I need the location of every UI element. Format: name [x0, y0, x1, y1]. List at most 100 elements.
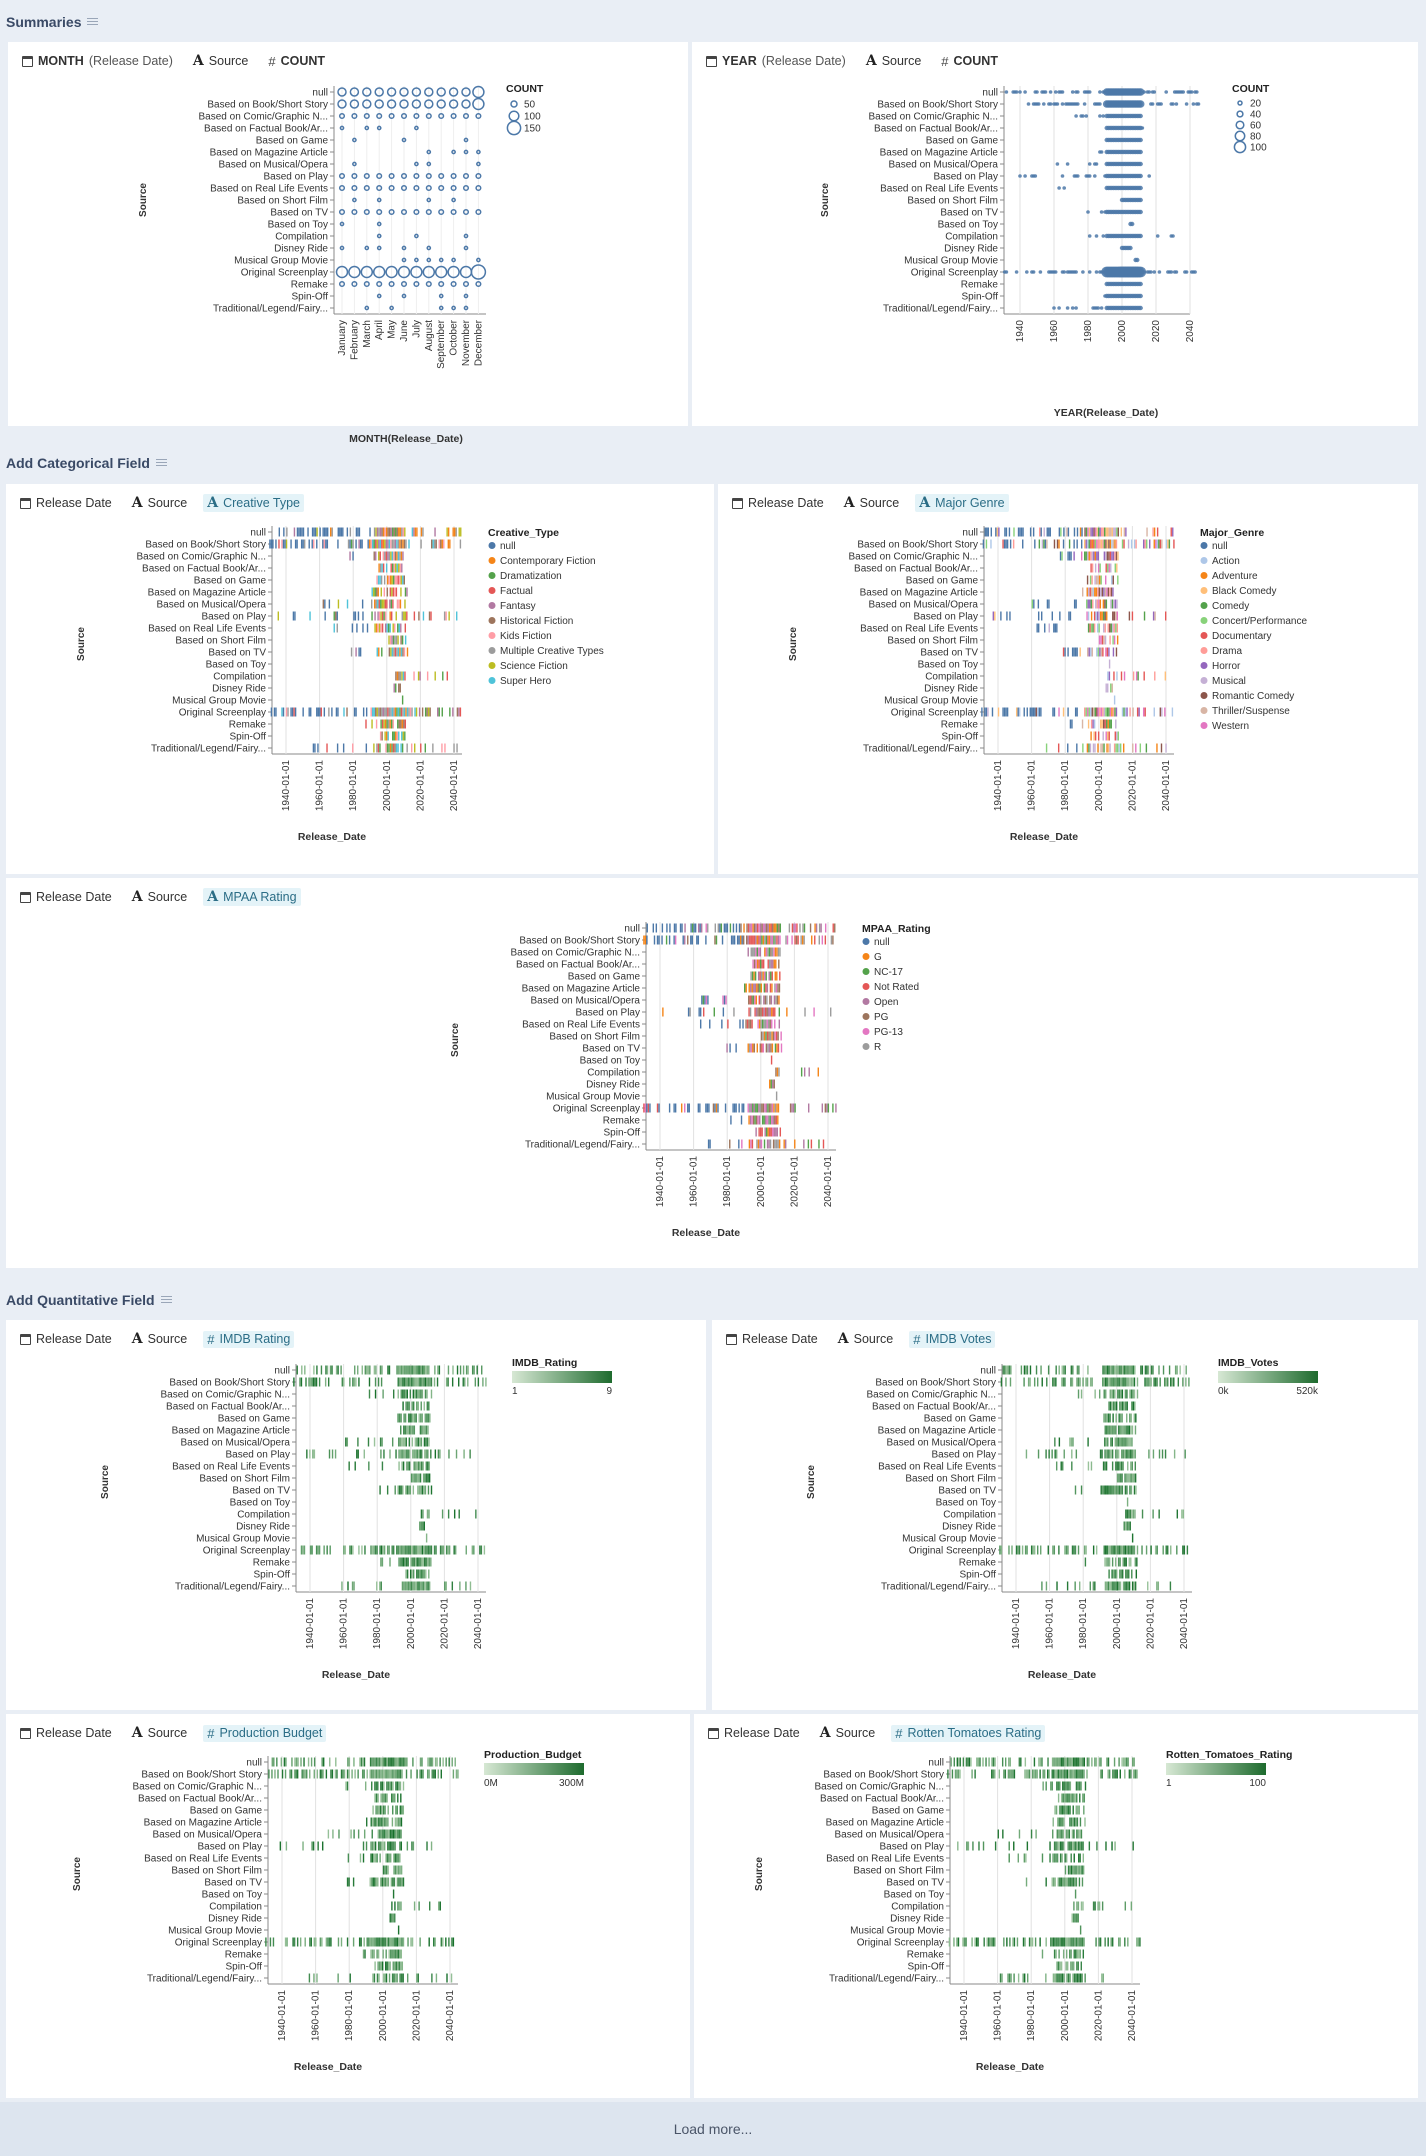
count-bubble	[476, 257, 481, 263]
release-tick	[374, 1961, 376, 1971]
load-more-button[interactable]: Load more...	[0, 2102, 1426, 2156]
color-encoding-pill[interactable]: # IMDB Rating	[203, 1330, 295, 1348]
release-tick	[389, 719, 391, 729]
release-tick	[1111, 1461, 1114, 1471]
release-tick	[1097, 563, 1100, 573]
release-tick	[422, 1569, 424, 1579]
color-encoding-pill[interactable]: # Rotten Tomatoes Rating	[891, 1724, 1046, 1742]
release-tick	[330, 1769, 332, 1779]
release-tick	[1125, 1757, 1128, 1767]
release-tick	[407, 1937, 409, 1947]
y-tick-label: Based on Magazine Article	[148, 588, 267, 599]
x-encoding-pill[interactable]: MONTH (Release Date)	[18, 53, 177, 69]
release-tick	[377, 1841, 380, 1851]
release-tick	[268, 1769, 270, 1779]
release-tick	[1130, 1389, 1133, 1399]
release-tick	[390, 1781, 393, 1791]
release-tick	[439, 1545, 442, 1555]
release-tick	[1075, 1781, 1078, 1791]
release-tick	[375, 539, 377, 549]
release-tick	[1118, 1485, 1121, 1495]
release-tick	[1098, 599, 1100, 609]
release-tick	[386, 587, 389, 597]
release-tick	[388, 743, 390, 753]
release-tick	[1081, 1841, 1083, 1851]
count-bubble	[1035, 90, 1039, 94]
y-tick-label: Traditional/Legend/Fairy...	[863, 744, 978, 755]
release-tick	[821, 1103, 824, 1113]
release-tick	[644, 935, 647, 945]
x-encoding-pill[interactable]: Release Date	[16, 1725, 116, 1741]
size-encoding-pill[interactable]: # COUNT	[937, 53, 1002, 70]
legend-size-symbol	[1237, 100, 1243, 106]
color-encoding-pill[interactable]: A Major Genre	[915, 494, 1009, 512]
release-tick	[312, 1377, 315, 1387]
x-tick-label: 1960	[1049, 320, 1060, 343]
drag-handle-icon[interactable]	[87, 18, 99, 26]
release-tick	[302, 1841, 304, 1851]
release-tick	[411, 1449, 414, 1459]
release-tick	[1083, 1793, 1086, 1803]
release-tick	[1064, 1365, 1066, 1375]
x-encoding-pill[interactable]: Release Date	[16, 495, 116, 511]
release-tick	[1133, 1757, 1135, 1767]
y-encoding-pill[interactable]: A Source	[834, 1330, 897, 1348]
legend-size-symbol	[1234, 130, 1246, 142]
y-encoding-pill[interactable]: A Source	[189, 52, 252, 70]
x-encoding-pill[interactable]: Release Date	[16, 1331, 116, 1347]
x-encoding-pill[interactable]: YEAR (Release Date)	[702, 53, 850, 69]
release-tick	[1128, 1437, 1130, 1447]
release-tick	[1169, 1581, 1172, 1591]
release-tick	[691, 923, 694, 933]
x-encoding-pill[interactable]: Release Date	[704, 1725, 804, 1741]
release-tick	[309, 1377, 312, 1387]
release-tick	[406, 1401, 409, 1411]
color-encoding-pill[interactable]: # Production Budget	[203, 1724, 327, 1742]
release-tick	[982, 539, 985, 549]
release-tick	[346, 527, 349, 537]
count-bubble	[1093, 174, 1097, 178]
release-tick	[1089, 743, 1092, 753]
y-encoding-pill[interactable]: A Source	[128, 1724, 191, 1742]
release-tick	[1122, 1425, 1125, 1435]
release-tick	[1058, 527, 1061, 537]
release-tick	[343, 707, 345, 717]
release-tick	[1033, 1377, 1036, 1387]
color-encoding-pill[interactable]: A Creative Type	[203, 494, 305, 512]
release-tick	[424, 1449, 426, 1459]
y-encoding-pill[interactable]: A Source	[128, 1330, 191, 1348]
x-encoding-pill[interactable]: Release Date	[722, 1331, 822, 1347]
release-tick	[378, 539, 380, 549]
y-tick-label: Based on Game	[924, 1414, 997, 1425]
y-encoding-pill[interactable]: A Source	[816, 1724, 879, 1742]
legend-label: Not Rated	[874, 982, 919, 993]
release-tick	[767, 1127, 769, 1137]
y-encoding-pill[interactable]: A Source	[128, 494, 191, 512]
release-tick	[1188, 1377, 1190, 1387]
release-tick	[404, 635, 407, 645]
x-encoding-pill[interactable]: Release Date	[16, 889, 116, 905]
release-tick	[383, 1449, 385, 1459]
x-encoding-pill[interactable]: Release Date	[728, 495, 828, 511]
drag-handle-icon[interactable]	[155, 459, 167, 467]
x-tick-label: 2040	[1185, 320, 1196, 343]
release-tick	[1128, 1569, 1130, 1579]
y-encoding-pill[interactable]: A Source	[862, 52, 925, 70]
drag-handle-icon[interactable]	[160, 1296, 172, 1304]
release-tick	[430, 1449, 432, 1459]
y-encoding-pill[interactable]: A Source	[128, 888, 191, 906]
release-tick	[759, 983, 761, 993]
release-tick	[1020, 1757, 1022, 1767]
release-tick	[407, 1461, 409, 1471]
release-tick	[383, 1841, 386, 1851]
release-tick	[1102, 1973, 1104, 1983]
release-tick	[359, 1757, 361, 1767]
y-tick-label: Remake	[961, 280, 999, 291]
count-bubble	[399, 99, 409, 109]
color-encoding-pill[interactable]: A MPAA Rating	[203, 888, 301, 906]
release-tick	[402, 1781, 405, 1791]
color-encoding-pill[interactable]: # IMDB Votes	[909, 1330, 996, 1348]
release-tick	[1105, 539, 1107, 549]
y-encoding-pill[interactable]: A Source	[840, 494, 903, 512]
size-encoding-pill[interactable]: # COUNT	[264, 53, 329, 70]
